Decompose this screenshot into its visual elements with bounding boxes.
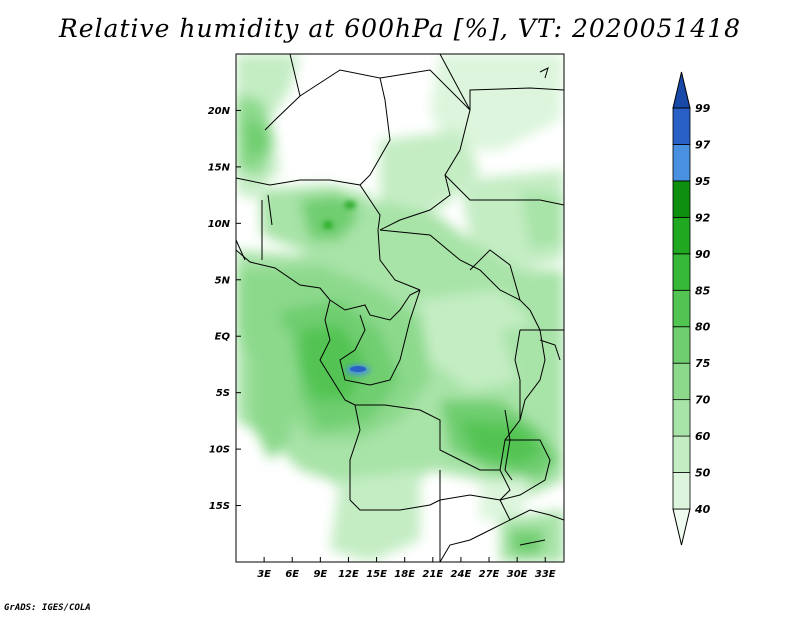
colorbar-box — [672, 253, 691, 291]
lon-label: 12E — [338, 569, 359, 580]
colorbar-box — [672, 326, 691, 364]
colorbar-label: 99 — [695, 102, 711, 115]
lon-label: 18E — [394, 569, 415, 580]
map-title: Relative humidity at 600hPa [%], VT: 202… — [58, 14, 742, 43]
lon-label: 21E — [422, 569, 443, 580]
colorbar-label: 95 — [695, 175, 711, 188]
colorbar-box — [672, 362, 691, 401]
map-frame — [235, 53, 565, 563]
lat-label: EQ — [215, 332, 231, 343]
grads-credit: GrADS: IGES/COLA — [4, 603, 91, 613]
colorbar: 40 50 60 70 75 80 85 90 92 95 97 99 — [672, 71, 711, 546]
lon-label: 15E — [366, 569, 387, 580]
colorbar-label: 80 — [695, 321, 711, 334]
colorbar-box — [672, 216, 691, 255]
colorbar-label: 75 — [695, 357, 711, 370]
country-borders — [236, 54, 564, 562]
humidity-field — [236, 54, 564, 562]
lat-label: 10S — [209, 445, 230, 456]
colorbar-box — [672, 399, 691, 437]
lon-label: 30E — [507, 569, 528, 580]
colorbar-label: 50 — [695, 467, 711, 480]
colorbar-box — [672, 107, 691, 145]
lat-label: 10N — [208, 219, 231, 230]
colorbar-box — [672, 289, 691, 328]
lon-label: 33E — [535, 569, 556, 580]
colorbar-over-triangle — [672, 71, 691, 109]
colorbar-box — [672, 472, 691, 510]
colorbar-label: 85 — [695, 284, 711, 297]
latitude-axis: 20N 15N 10N 5N EQ 5S 10S 15S — [208, 106, 241, 512]
colorbar-box — [672, 435, 691, 473]
lat-label: 15N — [208, 162, 231, 173]
lat-label: 5S — [216, 388, 230, 399]
lon-label: 6E — [285, 569, 299, 580]
colorbar-label: 40 — [694, 503, 711, 516]
colorbar-label: 70 — [695, 394, 711, 407]
lat-label: 15S — [209, 501, 230, 512]
lat-label: 20N — [208, 106, 231, 117]
lon-label: 27E — [479, 569, 500, 580]
lon-label: 3E — [257, 569, 271, 580]
colorbar-under-triangle — [672, 508, 691, 546]
colorbar-label: 97 — [695, 138, 711, 151]
colorbar-box — [672, 180, 691, 218]
lon-label: 9E — [313, 569, 327, 580]
colorbar-box — [672, 144, 691, 182]
colorbar-label: 60 — [695, 430, 711, 443]
colorbar-label: 92 — [695, 211, 711, 224]
lon-label: 24E — [451, 569, 472, 580]
lat-label: 5N — [215, 275, 231, 286]
longitude-axis: 3E 6E 9E 12E 15E 18E 21E 24E 27E 30E 33E — [257, 557, 556, 580]
colorbar-label: 90 — [695, 248, 711, 261]
